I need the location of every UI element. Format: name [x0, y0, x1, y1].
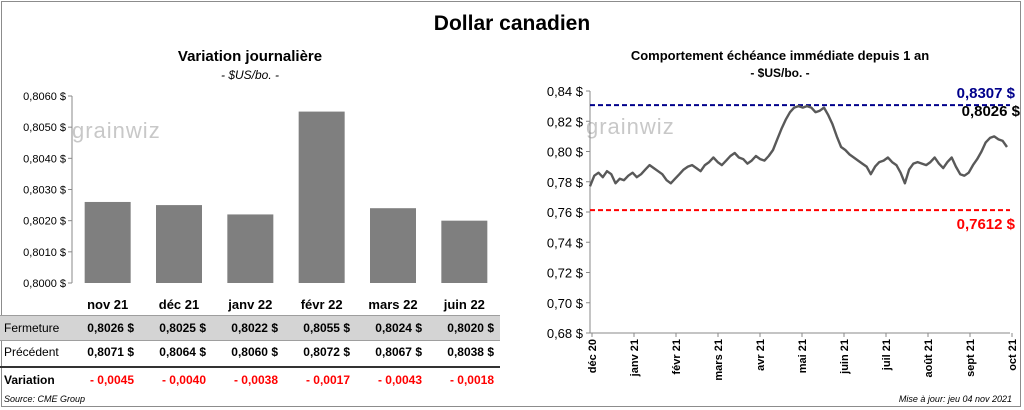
x-tick-label: avr 21: [755, 339, 767, 371]
grainwiz-logo-left: grainwiz: [72, 118, 161, 143]
bar: [227, 214, 274, 283]
table-cell: 0,8022 $: [231, 321, 278, 335]
table-cell: - 0,0040: [161, 373, 206, 387]
x-category-label: janv 22: [227, 297, 272, 312]
y-tick-label: 0,8000 $: [23, 278, 66, 290]
table-row-previous: Précédent 0,8071 $ 0,8064 $ 0,8060 $ 0,8…: [0, 340, 500, 364]
y-tick-label: 0,8060 $: [23, 91, 66, 103]
y-tick-label: 0,76 $: [547, 205, 584, 220]
y-tick-label: 0,8050 $: [23, 122, 66, 134]
y-tick-label: 0,8040 $: [23, 153, 66, 165]
bar: [84, 201, 131, 283]
table-cell: - 0,0045: [89, 373, 134, 387]
grainwiz-logo-right: grainwiz: [586, 114, 675, 139]
x-tick-label: févr 21: [671, 339, 683, 374]
line-chart-title: Comportement échéance immédiate depuis 1…: [630, 48, 930, 63]
x-category-label: févr 22: [301, 297, 343, 312]
x-tick-label: oct 21: [1007, 339, 1019, 371]
table-row-close: Fermeture 0,8026 $ 0,8025 $ 0,8022 $ 0,8…: [0, 315, 500, 341]
bar: [370, 208, 416, 283]
table-cell: 0,8060 $: [231, 345, 278, 359]
y-tick-label: 0,70 $: [547, 296, 584, 311]
ref-high-label: 0,8307 $: [956, 85, 1015, 102]
x-tick-label: janv 21: [629, 339, 641, 377]
y-tick-label: 0,68 $: [547, 326, 584, 341]
x-category-label: déc 21: [159, 297, 199, 312]
table-cell: 0,8025 $: [159, 321, 206, 335]
table-cell: - 0,0018: [449, 373, 494, 387]
x-category-label: nov 21: [87, 297, 128, 312]
x-tick-label: sept 21: [965, 339, 977, 377]
update-note: Mise à jour: jeu 04 nov 2021: [898, 394, 1012, 404]
table-row-variation: Variation - 0,0045 - 0,0040 - 0,0038 - 0…: [0, 366, 500, 392]
x-category-label: juin 22: [443, 297, 485, 312]
row-label: Fermeture: [4, 321, 60, 335]
x-category-label: mars 22: [368, 297, 417, 312]
y-tick-label: 0,80 $: [547, 145, 584, 160]
table-cell: 0,8071 $: [87, 345, 134, 359]
table-cell: 0,8038 $: [447, 345, 494, 359]
y-tick-label: 0,82 $: [547, 114, 584, 129]
table-cell: 0,8055 $: [303, 321, 350, 335]
x-tick-label: déc 20: [587, 339, 599, 373]
x-tick-label: août 21: [923, 339, 935, 378]
page-title: Dollar canadien: [433, 12, 591, 35]
y-tick-label: 0,8010 $: [23, 247, 66, 259]
table-cell: 0,8020 $: [447, 321, 494, 335]
x-tick-label: juil 21: [881, 339, 893, 371]
y-tick-label: 0,74 $: [547, 235, 584, 250]
y-tick-label: 0,84 $: [547, 84, 584, 99]
table-cell: 0,8067 $: [375, 345, 422, 359]
series-line: [588, 104, 1008, 187]
table-cell: 0,8072 $: [303, 345, 350, 359]
y-tick-label: 0,8030 $: [23, 185, 66, 197]
x-tick-label: juin 21: [839, 339, 851, 375]
y-tick-label: 0,72 $: [547, 266, 584, 281]
table-cell: - 0,0043: [377, 373, 422, 387]
bar-chart-title: Variation journalière: [177, 48, 323, 65]
row-label: Précédent: [4, 345, 59, 359]
bar-chart-unit: - $US/bo. -: [220, 68, 280, 82]
line-chart-unit: - $US/bo. -: [750, 66, 810, 80]
y-tick-label: 0,78 $: [547, 175, 584, 190]
x-tick-label: mars 21: [713, 339, 725, 381]
x-tick-label: mai 21: [797, 339, 809, 373]
table-cell: 0,8064 $: [159, 345, 206, 359]
y-tick-label: 0,8020 $: [23, 216, 66, 228]
ref-low-label: 0,7612 $: [956, 216, 1015, 233]
table-cell: 0,8026 $: [87, 321, 134, 335]
table-cell: - 0,0017: [305, 373, 350, 387]
bar: [156, 205, 202, 283]
table-cell: - 0,0038: [233, 373, 278, 387]
bar: [441, 220, 488, 283]
table-cell: 0,8024 $: [375, 321, 422, 335]
row-label: Variation: [4, 373, 55, 387]
source-note: Source: CME Group: [4, 394, 86, 404]
last-value-label: 0,8026 $: [961, 103, 1020, 120]
bar: [298, 111, 345, 283]
